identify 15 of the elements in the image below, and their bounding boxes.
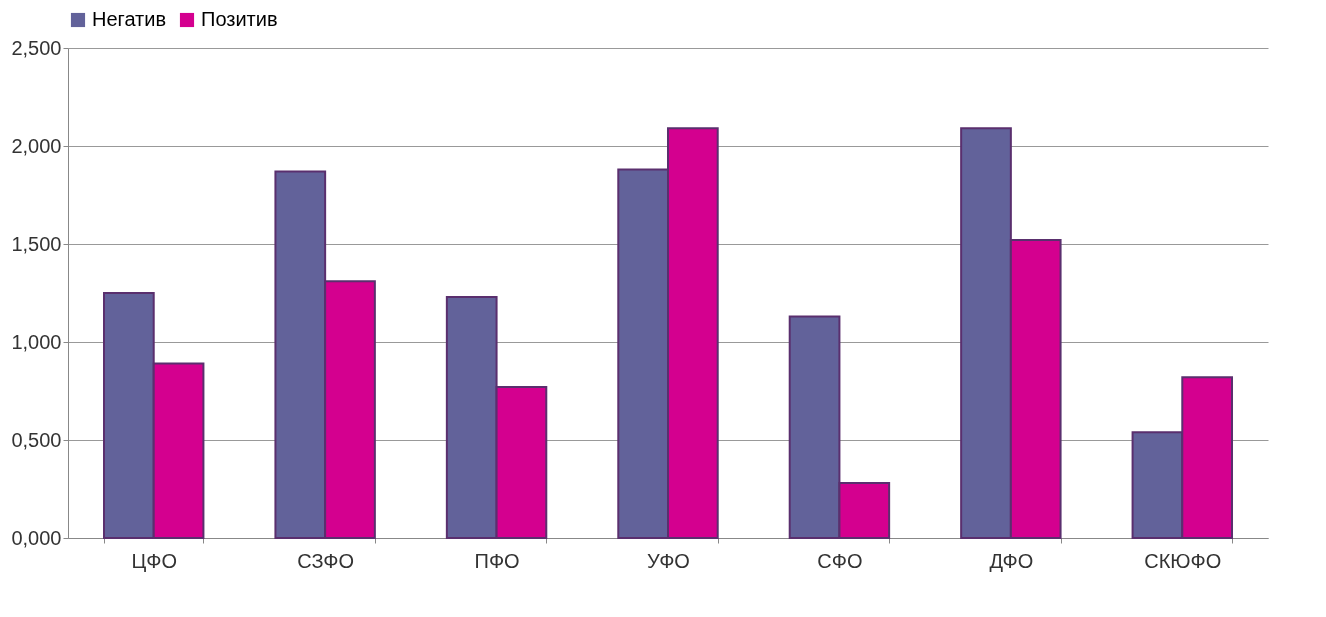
x-tick-label: СКЮФО xyxy=(1144,549,1222,572)
x-tick-label: ДФО xyxy=(989,549,1034,572)
y-tick-label: 1,000 xyxy=(11,330,62,353)
y-tick-label: 0,500 xyxy=(11,428,62,451)
x-tick-label: СФО xyxy=(817,549,863,572)
x-tick-label: ЦФО xyxy=(131,549,177,572)
x-tick-label: СЗФО xyxy=(297,549,355,572)
y-tick-label: 0,000 xyxy=(11,526,62,549)
legend-label: Негатив xyxy=(92,8,167,30)
y-tick-label: 2,000 xyxy=(11,134,62,157)
y-tick-label: 1,500 xyxy=(11,232,62,255)
legend-label: Позитив xyxy=(201,8,278,30)
x-tick-label: ПФО xyxy=(474,549,520,572)
x-tick-label: УФО xyxy=(647,549,690,572)
y-tick-label: 2,500 xyxy=(11,36,62,59)
